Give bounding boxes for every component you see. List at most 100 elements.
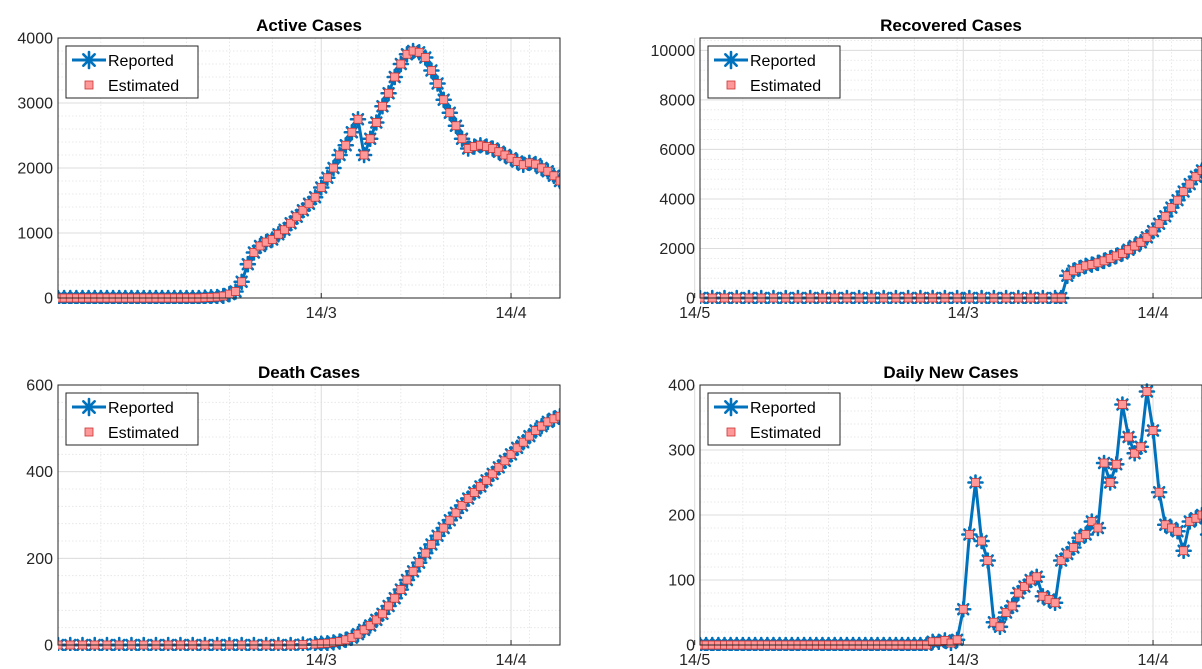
estimated-point xyxy=(231,287,240,296)
estimated-point xyxy=(1020,582,1029,591)
estimated-point xyxy=(1007,601,1017,611)
legend-marker-estimated xyxy=(726,427,736,437)
estimated-point xyxy=(249,248,259,257)
estimated-point xyxy=(587,404,595,412)
y-tick-label: 3000 xyxy=(17,96,53,113)
estimated-point xyxy=(384,601,393,611)
estimated-point xyxy=(365,134,375,144)
estimated-point xyxy=(629,225,637,233)
estimated-point xyxy=(562,410,570,418)
legend-marker-reported xyxy=(721,50,741,70)
y-tick-label: 100 xyxy=(668,573,695,590)
reported-point xyxy=(645,389,659,403)
estimated-point xyxy=(599,204,607,212)
estimated-point xyxy=(1056,556,1066,565)
estimated-point xyxy=(322,173,332,183)
estimated-point xyxy=(580,405,588,413)
estimated-point xyxy=(1081,530,1091,539)
estimated-point xyxy=(1148,426,1158,435)
estimated-point xyxy=(1148,226,1158,236)
estimated-point xyxy=(952,635,962,645)
x-tick-label: 14/5 xyxy=(679,305,710,322)
estimated-point xyxy=(648,392,656,400)
estimated-point xyxy=(593,200,601,208)
estimated-point xyxy=(543,166,553,176)
estimated-point xyxy=(420,548,430,558)
estimated-point xyxy=(660,390,668,398)
estimated-point xyxy=(402,575,412,585)
estimated-point xyxy=(1166,203,1176,213)
estimated-point xyxy=(371,118,381,127)
x-tick-label: 14/3 xyxy=(948,305,979,322)
reported-point xyxy=(565,406,579,420)
estimated-point xyxy=(1032,572,1042,582)
estimated-point xyxy=(636,228,644,236)
estimated-point xyxy=(611,214,619,222)
legend-label-reported: Reported xyxy=(108,53,174,70)
y-tick-label: 0 xyxy=(44,291,53,308)
reported-point xyxy=(626,392,640,406)
estimated-point xyxy=(463,494,473,503)
estimated-point xyxy=(439,523,449,533)
axes-box xyxy=(57,37,561,299)
estimated-point xyxy=(1105,478,1115,487)
estimated-point xyxy=(451,508,461,518)
legend-marker-reported xyxy=(79,50,99,70)
axes-box xyxy=(57,384,561,646)
chart-title: Daily New Cases xyxy=(883,363,1018,382)
estimated-point xyxy=(605,399,613,407)
estimated-point xyxy=(304,199,314,209)
estimated-point xyxy=(1136,442,1146,452)
reported-point xyxy=(596,398,610,412)
reported-point xyxy=(645,230,659,244)
estimated-point xyxy=(427,540,436,549)
x-tick-label: 14/4 xyxy=(495,305,526,322)
estimated-point xyxy=(549,171,559,181)
estimated-point xyxy=(482,475,491,485)
estimated-point xyxy=(390,72,400,82)
legend: Reported Estimated xyxy=(707,45,841,99)
estimated-point xyxy=(1087,517,1097,526)
y-tick-label: 2000 xyxy=(659,241,695,258)
y-tick-label: 0 xyxy=(686,291,695,308)
estimated-point xyxy=(335,150,345,160)
reported-point xyxy=(590,197,604,211)
estimated-point xyxy=(445,108,455,118)
legend: Reported Estimated xyxy=(65,45,199,99)
reported-point xyxy=(577,187,591,201)
estimated-point xyxy=(623,396,631,404)
chart-3: 0 200 400 600 14/3 14/4 14/5 Death Cases Reporte… xyxy=(26,363,710,669)
estimated-point xyxy=(1062,549,1072,559)
x-tick-label: 14/4 xyxy=(1137,305,1168,322)
reported-point xyxy=(565,181,579,195)
estimated-point xyxy=(292,212,302,222)
axes-box xyxy=(699,37,1202,299)
estimated-point xyxy=(298,205,308,215)
legend-label-reported: Reported xyxy=(750,53,816,70)
estimated-point xyxy=(439,95,449,105)
estimated-point xyxy=(384,88,393,98)
estimated-point xyxy=(316,183,326,192)
estimated-point xyxy=(378,609,387,619)
estimated-point xyxy=(347,127,357,137)
estimated-point xyxy=(642,230,650,238)
estimated-point xyxy=(623,223,631,231)
estimated-point xyxy=(378,101,387,111)
estimated-point xyxy=(1142,387,1152,396)
y-tick-label: 6000 xyxy=(659,142,695,159)
estimated-point xyxy=(488,469,498,479)
estimated-point xyxy=(457,134,467,144)
estimated-point xyxy=(506,449,516,459)
legend-label-estimated: Estimated xyxy=(750,78,821,95)
y-tick-label: 200 xyxy=(26,551,53,568)
legend-label-reported: Reported xyxy=(750,400,816,417)
y-tick-label: 4000 xyxy=(17,31,53,48)
estimated-point xyxy=(1191,172,1201,182)
estimated-point xyxy=(611,398,619,406)
reported-point xyxy=(571,404,585,418)
estimated-point xyxy=(580,190,588,198)
estimated-point xyxy=(469,488,479,497)
reported-point xyxy=(557,180,560,192)
estimated-point xyxy=(1154,219,1164,229)
